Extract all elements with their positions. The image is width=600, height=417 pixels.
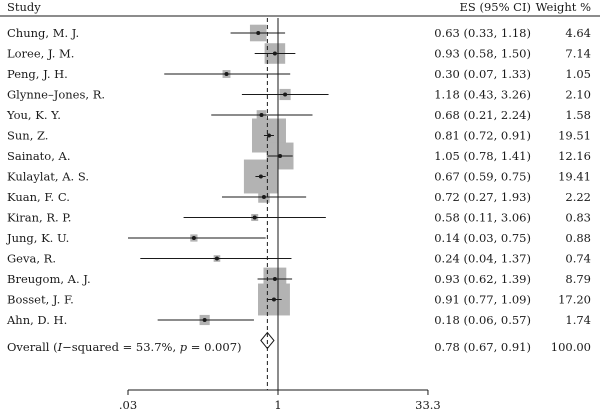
study-row: Loree, J. M. 0.93 (0.58, 1.50) 7.14 [7,43,591,64]
x-tick-label: 1 [274,398,281,412]
study-row: Geva, R. 0.24 (0.04, 1.37) 0.74 [7,252,591,266]
point-estimate [191,236,196,240]
study-es-text: 0.14 (0.03, 0.75) [434,231,531,245]
overall-es-text: 0.78 (0.67, 0.91) [434,340,531,354]
study-es-text: 0.30 (0.07, 1.33) [434,67,531,81]
study-label: Glynne–Jones, R. [7,88,105,102]
overall-weight-text: 100.00 [551,340,591,354]
header-es: ES (95% CI) [460,0,531,14]
study-label: Breugom, A. J. [7,272,91,286]
study-weight-text: 0.74 [565,252,591,266]
study-es-text: 0.67 (0.59, 0.75) [434,170,531,184]
study-es-text: 0.81 (0.72, 0.91) [434,129,531,143]
x-tick-label: .03 [119,398,137,412]
study-label: You, K. Y. [6,108,61,122]
study-weight-text: 2.22 [565,190,591,204]
study-label: Sainato, A. [7,149,71,163]
point-estimate [261,195,266,199]
point-estimate [256,31,261,35]
point-estimate [272,51,277,56]
study-es-text: 0.58 (0.11, 3.06) [434,211,531,225]
study-row: Peng, J. H. 0.30 (0.07, 1.33) 1.05 [7,67,591,81]
study-es-text: 1.18 (0.43, 3.26) [434,88,531,102]
point-estimate [259,113,264,117]
header-study: Study [7,0,41,14]
study-es-text: 0.72 (0.27, 1.93) [434,190,531,204]
study-row: Kulaylat, A. S. 0.67 (0.59, 0.75) 19.41 [7,159,591,194]
study-rows: Chung, M. J. 0.63 (0.33, 1.18) 4.64 Loree, … [6,24,591,327]
study-weight-text: 1.05 [565,67,591,81]
study-row: Kiran, R. P. 0.58 (0.11, 3.06) 0.83 [7,211,591,225]
study-label: Kiran, R. P. [7,211,71,225]
study-row: Sun, Z. 0.81 (0.72, 0.91) 19.51 [7,118,591,153]
study-label: Jung, K. U. [6,231,69,245]
point-estimate [283,92,288,97]
header-weight: Weight % [536,0,591,14]
point-estimate [271,297,276,302]
study-es-text: 0.93 (0.62, 1.39) [434,272,531,286]
study-weight-text: 4.64 [565,26,591,40]
study-es-text: 0.93 (0.58, 1.50) [434,47,531,61]
study-weight-text: 19.41 [558,170,591,184]
point-estimate [278,154,283,158]
study-weight-text: 1.58 [565,108,591,122]
study-row: Sainato, A. 1.05 (0.78, 1.41) 12.16 [7,142,591,170]
overall-label: Overall (I−squared = 53.7%, p = 0.007) [7,340,242,354]
study-es-text: 0.91 (0.77, 1.09) [434,293,531,307]
study-row: You, K. Y. 0.68 (0.21, 2.24) 1.58 [6,108,591,122]
study-es-text: 0.68 (0.21, 2.24) [434,108,531,122]
point-estimate [214,256,219,261]
study-label: Geva, R. [7,252,56,266]
study-es-text: 0.18 (0.06, 0.57) [434,313,531,327]
point-estimate [266,133,271,138]
point-estimate [202,318,207,322]
study-weight-text: 8.79 [565,272,591,286]
study-weight-text: 0.83 [565,211,591,225]
study-label: Peng, J. H. [7,67,68,81]
study-label: Kuan, F. C. [7,190,70,204]
study-es-text: 0.63 (0.33, 1.18) [434,26,531,40]
overall-row: Overall (I−squared = 53.7%, p = 0.007) 0… [7,331,591,354]
study-weight-text: 0.88 [565,231,591,245]
study-label: Ahn, D. H. [6,313,67,327]
point-estimate [252,215,257,220]
study-es-text: 1.05 (0.78, 1.41) [434,149,531,163]
study-weight-text: 1.74 [565,313,591,327]
study-label: Chung, M. J. [7,26,79,40]
study-es-text: 0.24 (0.04, 1.37) [434,252,531,266]
study-row: Bosset, J. F. 0.91 (0.77, 1.09) 17.20 [7,283,591,316]
study-weight-text: 2.10 [565,88,591,102]
study-label: Loree, J. M. [7,47,74,61]
study-weight-text: 17.20 [558,293,591,307]
study-label: Bosset, J. F. [7,293,74,307]
point-estimate [272,277,277,281]
study-row: Jung, K. U. 0.14 (0.03, 0.75) 0.88 [6,231,591,245]
study-row: Chung, M. J. 0.63 (0.33, 1.18) 4.64 [7,24,591,42]
study-row: Ahn, D. H. 0.18 (0.06, 0.57) 1.74 [6,313,591,327]
study-row: Glynne–Jones, R. 1.18 (0.43, 3.26) 2.10 [7,88,591,102]
study-weight-text: 19.51 [558,129,591,143]
study-label: Kulaylat, A. S. [7,170,89,184]
point-estimate [224,72,229,76]
point-estimate [258,174,263,179]
x-tick-label: 33.3 [415,398,441,412]
study-label: Sun, Z. [7,129,48,143]
study-row: Kuan, F. C. 0.72 (0.27, 1.93) 2.22 [7,190,591,204]
study-weight-text: 12.16 [558,149,591,163]
x-axis-ticks: .03 1 33.3 [119,390,441,412]
study-weight-text: 7.14 [565,47,591,61]
study-row: Breugom, A. J. 0.93 (0.62, 1.39) 8.79 [7,267,591,291]
